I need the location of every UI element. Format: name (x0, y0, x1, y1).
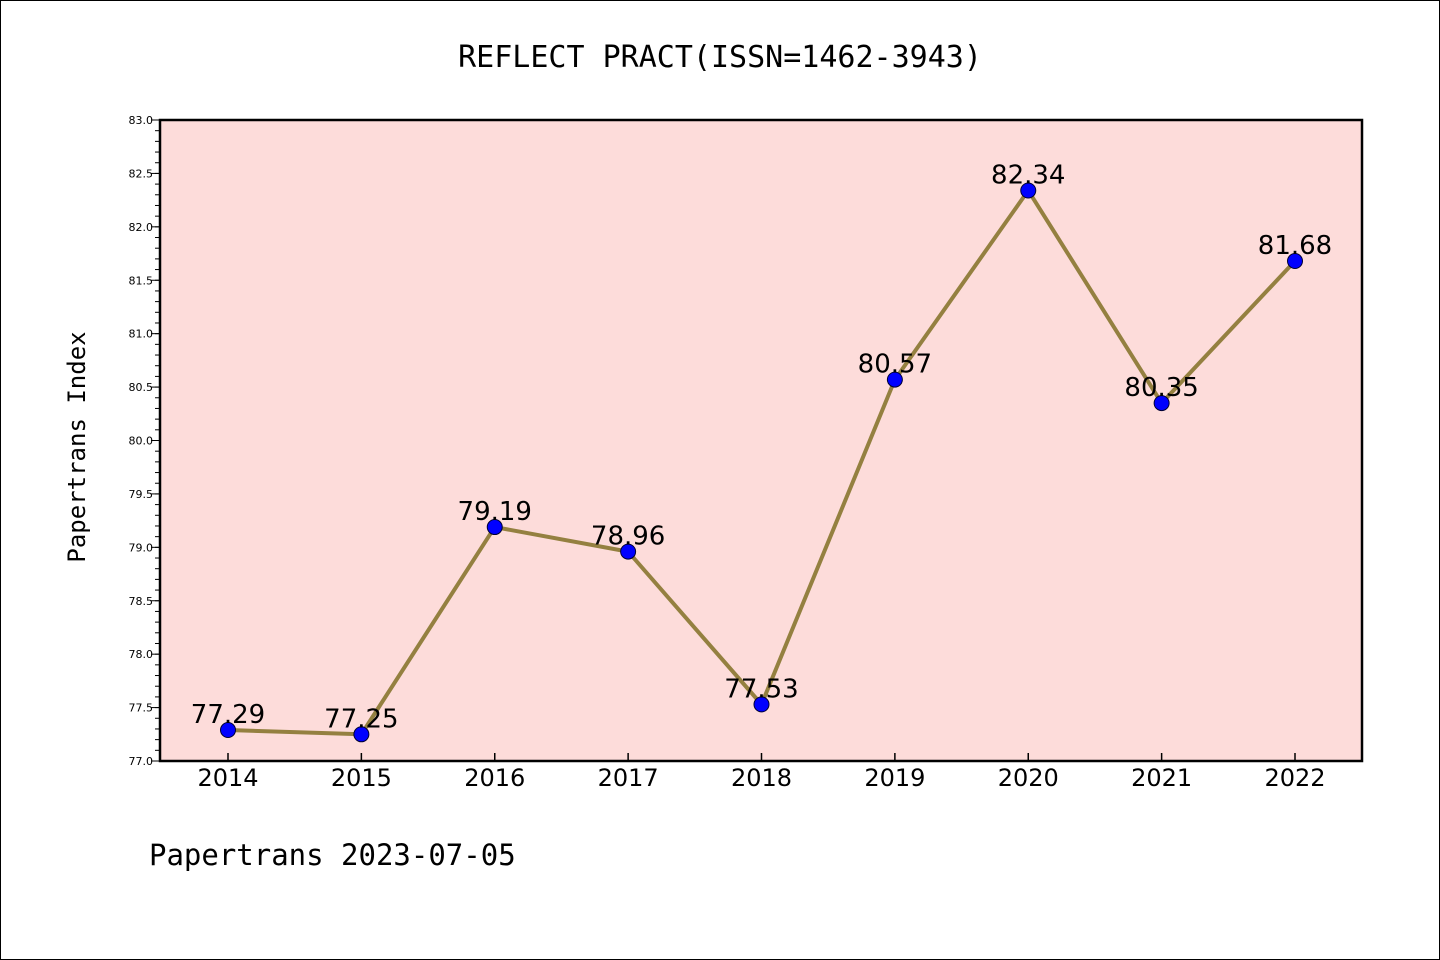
data-label: 79.19 (458, 497, 532, 527)
y-tick-label: 77.5 (129, 702, 154, 715)
data-point (753, 696, 770, 713)
x-tick-label: 2021 (1131, 764, 1192, 792)
data-point (486, 519, 503, 536)
data-points (220, 182, 1303, 743)
data-labels: 77.29 77.25 79.19 78.96 77.53 80.57 82.34 80.35… (191, 161, 1332, 735)
data-point (886, 371, 903, 388)
x-axis-ticks: 2014 2015 2016 2017 2018 2019 2020 2021 2022 (197, 753, 1326, 792)
data-label: 77.25 (324, 704, 398, 734)
data-label: 80.57 (858, 350, 932, 380)
data-label: 78.96 (591, 522, 665, 552)
y-tick-label: 83.0 (129, 114, 154, 127)
x-tick-label: 2020 (998, 764, 1059, 792)
data-point (620, 543, 637, 560)
y-tick-label: 78.0 (129, 648, 154, 661)
data-point (220, 722, 236, 739)
data-label: 81.68 (1258, 231, 1332, 261)
y-tick-label: 78.5 (129, 595, 154, 608)
y-tick-label: 79.5 (129, 488, 154, 501)
data-label: 82.34 (991, 161, 1065, 191)
y-tick-label: 79.0 (129, 541, 154, 554)
plot-area (160, 120, 1362, 761)
data-label: 80.35 (1124, 373, 1198, 403)
x-tick-label: 2014 (197, 764, 258, 792)
y-tick-label: 80.5 (129, 381, 154, 394)
y-tick-label: 80.0 (129, 435, 154, 448)
y-tick-label: 82.0 (129, 221, 154, 234)
y-axis-label: Papertrans Index (63, 331, 91, 562)
x-tick-label: 2015 (331, 764, 392, 792)
data-point (1020, 182, 1037, 199)
x-tick-label: 2016 (464, 764, 525, 792)
data-label: 77.53 (724, 674, 798, 704)
x-tick-label: 2019 (864, 764, 925, 792)
footer-text: Papertrans 2023-07-05 (149, 838, 516, 872)
y-tick-label: 82.5 (129, 167, 154, 180)
data-label: 77.29 (191, 700, 265, 730)
data-point (1287, 253, 1303, 270)
y-tick-label: 81.0 (129, 328, 154, 341)
x-tick-label: 2017 (598, 764, 659, 792)
y-axis-ticks: 77.0 77.5 78.0 78.5 79.0 79.5 80.0 80.5 81.0 81.5… (129, 114, 160, 768)
plot-border (158, 118, 1364, 763)
x-tick-label: 2018 (731, 764, 792, 792)
y-tick-label: 77.0 (129, 755, 154, 768)
data-point (1153, 395, 1170, 412)
x-tick-label: 2022 (1264, 764, 1325, 792)
data-point (353, 726, 370, 743)
chart-title: REFLECT PRACT(ISSN=1462-3943) (458, 40, 982, 75)
y-tick-label: 81.5 (129, 274, 154, 287)
